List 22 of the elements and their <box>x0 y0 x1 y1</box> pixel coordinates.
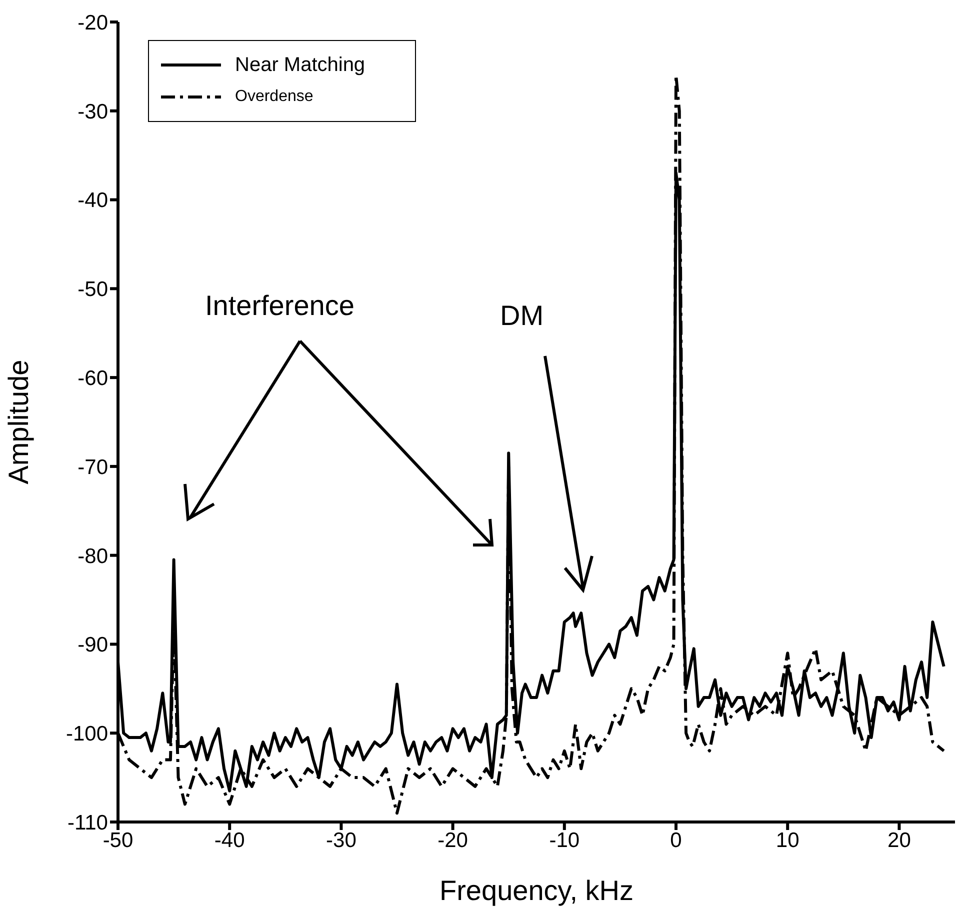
y-tick-label: -90 <box>78 634 108 657</box>
y-axis-title: Amplitude <box>2 360 34 484</box>
legend-label: Overdense <box>235 88 314 106</box>
y-tick-label: -100 <box>66 722 108 746</box>
x-tick-label: 0 <box>670 828 682 852</box>
annotation: Interference <box>205 290 354 322</box>
x-tick-label: 20 <box>888 828 911 852</box>
x-tick-label: 10 <box>776 828 800 852</box>
x-tick-label: -20 <box>438 828 468 852</box>
annotation: DM <box>500 300 544 332</box>
y-tick-label: -40 <box>78 189 108 212</box>
y-tick-label: -30 <box>78 100 108 124</box>
x-axis-title: Frequency, kHz <box>440 875 634 906</box>
y-tick-label: -20 <box>78 11 108 34</box>
x-tick-label: -40 <box>214 828 245 852</box>
x-tick-label: -10 <box>549 828 580 852</box>
y-tick-label: -50 <box>78 278 108 302</box>
legend-label: Near Matching <box>235 54 366 76</box>
y-tick-label: -70 <box>78 456 108 479</box>
y-tick-label: -80 <box>78 544 108 568</box>
x-tick-label: -30 <box>326 828 356 852</box>
y-tick-label: -60 <box>78 367 108 390</box>
